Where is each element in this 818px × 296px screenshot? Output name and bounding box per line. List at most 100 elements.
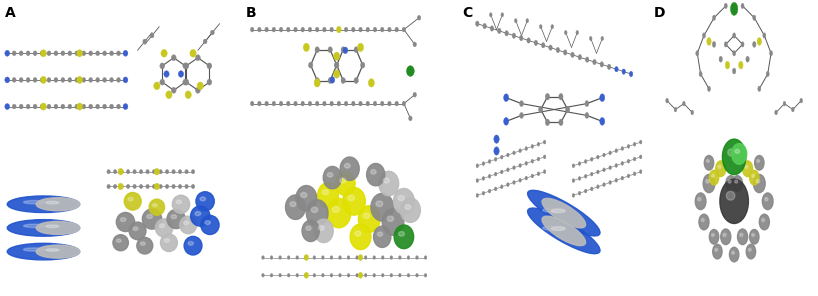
Circle shape	[12, 78, 16, 82]
Circle shape	[89, 51, 92, 56]
Circle shape	[337, 101, 340, 106]
Circle shape	[476, 178, 479, 182]
Circle shape	[621, 161, 623, 165]
Ellipse shape	[382, 209, 404, 235]
Circle shape	[546, 119, 550, 126]
Circle shape	[178, 184, 182, 189]
Text: B: B	[245, 6, 256, 20]
Circle shape	[344, 27, 348, 32]
Circle shape	[543, 170, 546, 173]
Ellipse shape	[195, 212, 200, 215]
Circle shape	[279, 256, 281, 259]
Circle shape	[185, 170, 188, 174]
Circle shape	[505, 30, 508, 36]
Circle shape	[416, 274, 418, 277]
Circle shape	[633, 172, 636, 176]
Circle shape	[525, 147, 528, 150]
Circle shape	[603, 168, 605, 172]
Circle shape	[171, 55, 176, 61]
Circle shape	[425, 274, 427, 277]
Circle shape	[47, 51, 51, 56]
Circle shape	[763, 33, 766, 38]
Ellipse shape	[762, 218, 765, 222]
Ellipse shape	[46, 249, 59, 251]
Circle shape	[41, 103, 47, 110]
Circle shape	[398, 256, 401, 259]
Circle shape	[475, 21, 479, 26]
Circle shape	[373, 27, 377, 32]
Circle shape	[590, 36, 592, 41]
Circle shape	[279, 101, 283, 106]
Circle shape	[341, 47, 345, 53]
Circle shape	[506, 183, 509, 186]
Circle shape	[110, 104, 114, 109]
Circle shape	[531, 174, 533, 178]
Circle shape	[398, 274, 401, 277]
Circle shape	[96, 51, 100, 56]
Circle shape	[366, 27, 370, 32]
Circle shape	[373, 101, 377, 106]
Circle shape	[34, 51, 37, 56]
Circle shape	[339, 274, 341, 277]
Ellipse shape	[200, 197, 205, 201]
Circle shape	[82, 78, 86, 82]
Circle shape	[800, 98, 802, 103]
Ellipse shape	[701, 218, 704, 222]
Circle shape	[322, 27, 326, 32]
Circle shape	[490, 26, 494, 31]
Circle shape	[380, 27, 384, 32]
Circle shape	[89, 78, 92, 82]
Circle shape	[565, 106, 570, 113]
Circle shape	[519, 164, 521, 168]
Circle shape	[708, 86, 711, 91]
Circle shape	[494, 135, 499, 143]
Circle shape	[730, 2, 738, 15]
Circle shape	[390, 274, 393, 277]
Circle shape	[417, 15, 420, 20]
Circle shape	[143, 39, 146, 44]
Ellipse shape	[24, 224, 45, 228]
Circle shape	[494, 187, 497, 191]
Circle shape	[123, 104, 128, 110]
Circle shape	[373, 274, 375, 277]
Circle shape	[358, 272, 362, 278]
Circle shape	[703, 33, 705, 38]
Circle shape	[578, 176, 581, 180]
Circle shape	[68, 78, 72, 82]
Circle shape	[482, 162, 485, 165]
Circle shape	[191, 184, 195, 189]
Circle shape	[161, 49, 167, 57]
Circle shape	[26, 78, 30, 82]
Circle shape	[146, 184, 149, 189]
Circle shape	[512, 33, 515, 38]
Circle shape	[75, 51, 79, 56]
Circle shape	[279, 27, 283, 32]
Circle shape	[792, 107, 794, 112]
Circle shape	[96, 104, 100, 109]
Circle shape	[294, 27, 297, 32]
Circle shape	[488, 160, 491, 163]
Circle shape	[68, 51, 72, 56]
Circle shape	[608, 64, 611, 70]
Circle shape	[68, 104, 72, 109]
Circle shape	[152, 184, 155, 189]
Circle shape	[178, 71, 183, 77]
Ellipse shape	[311, 207, 317, 213]
Circle shape	[330, 274, 333, 277]
Ellipse shape	[707, 160, 709, 163]
Ellipse shape	[709, 229, 719, 244]
Circle shape	[287, 274, 290, 277]
Ellipse shape	[371, 170, 376, 174]
Circle shape	[519, 149, 521, 153]
Circle shape	[504, 94, 509, 102]
Ellipse shape	[46, 201, 59, 204]
Circle shape	[154, 82, 160, 90]
Ellipse shape	[722, 139, 746, 175]
Circle shape	[504, 118, 509, 125]
Ellipse shape	[748, 248, 751, 251]
Circle shape	[348, 274, 350, 277]
Circle shape	[286, 27, 290, 32]
Circle shape	[265, 27, 268, 32]
Circle shape	[304, 272, 308, 278]
Circle shape	[753, 41, 756, 47]
